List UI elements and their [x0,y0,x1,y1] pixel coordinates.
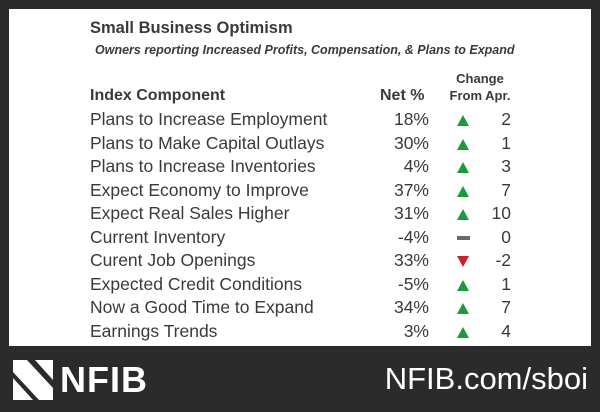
net-percent: 33% [393,250,429,270]
table-row: Expect Real Sales Higher 31% 10 [9,203,591,227]
component-label: Plans to Increase Inventories [90,156,316,176]
column-header-change-line2: From Apr. [449,88,511,103]
up-arrow-icon [457,115,471,127]
change-value: 3 [501,156,511,176]
no-change-dash-icon [457,233,471,245]
component-label: Current Inventory [90,226,226,247]
page-subtitle: Owners reporting Increased Profits, Comp… [95,43,515,57]
up-arrow-icon [457,326,471,339]
column-header-change: Change From Apr. [449,70,511,104]
up-arrow-icon [457,279,471,292]
table-row: Expected Credit Conditions -5% 1 [9,274,591,298]
up-arrow-icon [457,162,471,174]
down-arrow-icon [457,256,471,268]
column-header-component: Index Component [90,87,226,104]
component-label: Earnings Trends [90,320,218,341]
net-percent: 34% [393,297,429,317]
change-value: 0 [501,226,511,247]
nfib-logo-icon [13,360,53,400]
table-row: Now a Good Time to Expand 34% 7 [9,297,591,321]
page-title: Small Business Optimism [90,19,293,37]
table-row: Expect Economy to Improve 37% 7 [9,180,591,204]
net-percent: -4% [397,226,429,247]
up-arrow-icon [457,209,471,221]
component-label: Plans to Make Capital Outlays [90,132,325,153]
table-row: Plans to Increase Inventories 4% 3 [9,156,591,180]
infographic-card: Small Business Optimism Owners reporting… [9,9,591,346]
change-value: 1 [501,273,511,294]
net-percent: 3% [403,320,429,341]
net-percent: 31% [393,203,429,223]
change-value: 1 [501,132,511,153]
net-percent: 18% [393,109,429,129]
net-percent: 4% [403,156,429,176]
table-row: Current Inventory -4% 0 [9,227,591,251]
footer-url: NFIB.com/sboi [384,361,588,396]
change-value: 7 [501,179,511,200]
table-row: Plans to Make Capital Outlays 30% 1 [9,133,591,157]
change-value: 10 [491,203,511,223]
net-percent: -5% [397,273,429,294]
component-label: Now a Good Time to Expand [90,297,314,317]
change-value: 2 [501,109,511,129]
net-percent: 30% [393,132,429,153]
component-label: Expect Economy to Improve [90,179,309,200]
component-label: Curent Job Openings [90,250,256,270]
column-header-change-line1: Change [456,71,504,86]
net-percent: 37% [393,179,429,200]
component-label: Expect Real Sales Higher [90,203,290,223]
change-value: 4 [501,320,511,341]
up-arrow-icon [457,185,471,198]
column-header-net: Net % [380,87,425,104]
table-row: Plans to Increase Employment 18% 2 [9,109,591,133]
up-arrow-icon [457,303,471,315]
change-value: -2 [495,250,511,270]
component-label: Plans to Increase Employment [90,109,328,129]
change-value: 7 [501,297,511,317]
table-row: Curent Job Openings 33% -2 [9,250,591,274]
component-label: Expected Credit Conditions [90,273,303,294]
up-arrow-icon [457,138,471,151]
table-row: Earnings Trends 3% 4 [9,321,591,345]
nfib-logo-text: NFIB [60,359,148,400]
footer-bar: NFIB NFIB.com/sboi [0,346,600,412]
